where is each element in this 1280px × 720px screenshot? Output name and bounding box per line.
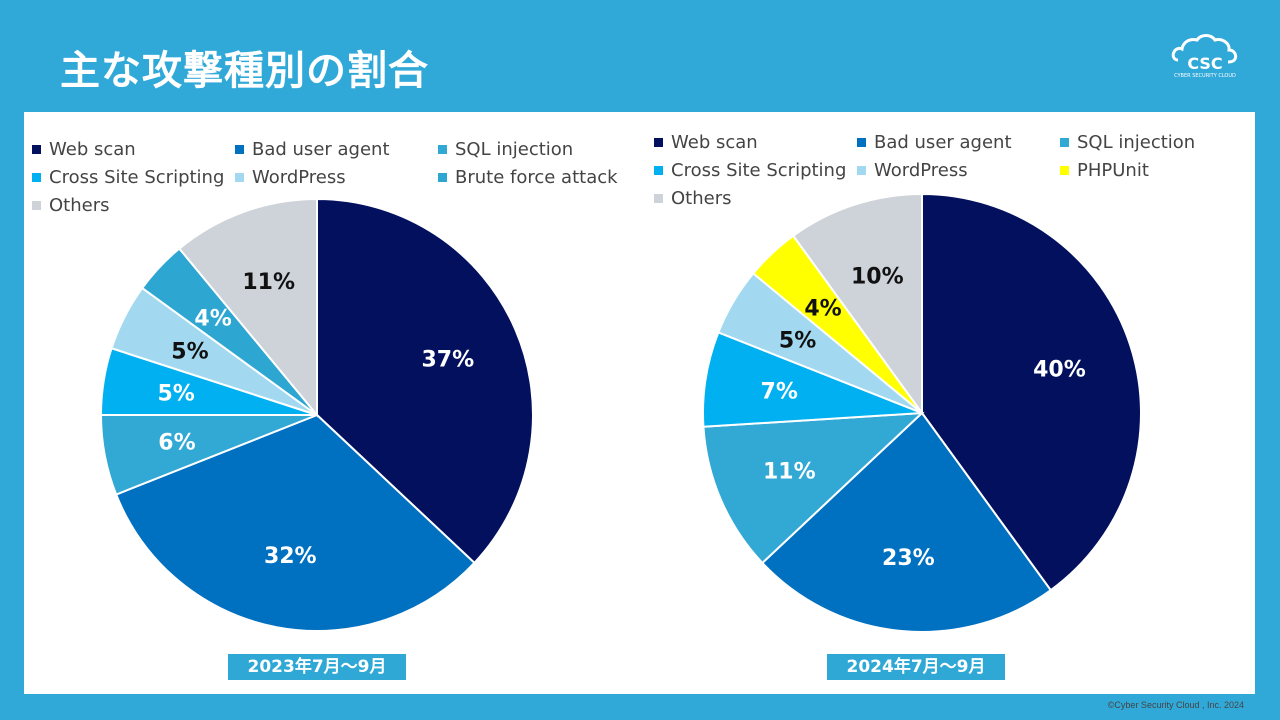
legend-label: Bad user agent: [874, 131, 1012, 153]
legend-2023: Web scan Bad user agent SQL injection Cross…: [32, 138, 648, 216]
legend-2024: Web scan Bad user agent SQL injection Cross…: [654, 131, 1270, 209]
legend-swatch: [32, 200, 41, 210]
logo-text: CSC: [1187, 54, 1222, 73]
page-title: 主な攻撃種別の割合: [60, 48, 429, 94]
legend-label: WordPress: [252, 166, 346, 188]
data-label-cross-site-scripting: 7%: [761, 379, 798, 404]
period-label-2024: 2024年7月～9月: [827, 654, 1005, 680]
legend-label: Others: [49, 194, 110, 216]
data-label-bad-user-agent: 23%: [882, 546, 935, 571]
legend-item: Web scan: [654, 131, 857, 153]
pie-slice-sql-injection: [702, 411, 925, 565]
legend-item: Brute force attack: [438, 166, 648, 188]
legend-item: Cross Site Scripting: [654, 159, 857, 181]
data-label-others: 11%: [242, 270, 295, 295]
legend-item: WordPress: [235, 166, 438, 188]
legend-label: Web scan: [49, 138, 136, 160]
data-label-cross-site-scripting: 5%: [158, 382, 195, 407]
legend-item: Bad user agent: [857, 131, 1060, 153]
data-label-bad-user-agent: 32%: [264, 544, 317, 569]
pie-slice-others: [791, 192, 923, 417]
legend-swatch: [32, 144, 41, 154]
data-label-wordpress: 5%: [779, 328, 816, 353]
legend-swatch: [438, 144, 447, 154]
logo-subtext: CYBER SECURITY CLOUD: [1174, 73, 1236, 79]
data-label-brute-force-attack: 4%: [194, 306, 231, 331]
legend-swatch: [654, 165, 663, 175]
legend-swatch: [235, 172, 244, 182]
legend-item: Bad user agent: [235, 138, 438, 160]
legend-swatch: [654, 193, 663, 203]
legend-swatch: [1060, 137, 1069, 147]
chart-panel: 37% 32% 6% 5% 5% 4% 11% 40% 23% 11% 7% 5% 4% 10% Web …: [24, 112, 1255, 694]
data-label-sql-injection: 6%: [158, 431, 195, 456]
footer-copyright: ©Cyber Security Cloud , Inc. 2024: [1107, 700, 1244, 710]
legend-label: Web scan: [671, 131, 758, 153]
legend-item: Cross Site Scripting: [32, 166, 235, 188]
period-label-2023: 2023年7月～9月: [228, 654, 406, 680]
pie-slice-others: [177, 197, 318, 418]
data-label-wordpress: 5%: [171, 339, 208, 364]
legend-label: Cross Site Scripting: [671, 159, 847, 181]
pie-charts-svg: 37% 32% 6% 5% 5% 4% 11% 40% 23% 11% 7% 5% 4% 10%: [99, 192, 1142, 633]
data-label-phpunit: 4%: [804, 297, 841, 322]
legend-label: WordPress: [874, 159, 968, 181]
legend-swatch: [857, 137, 866, 147]
cloud-icon: [1171, 34, 1238, 64]
data-label-web-scan: 40%: [1033, 357, 1086, 382]
legend-label: Bad user agent: [252, 138, 390, 160]
legend-swatch: [235, 144, 244, 154]
pie-chart-1: 40% 23% 11% 7% 5% 4% 10%: [702, 192, 1142, 633]
data-label-sql-injection: 11%: [763, 459, 816, 484]
legend-item: Web scan: [32, 138, 235, 160]
data-label-web-scan: 37%: [421, 347, 474, 372]
legend-swatch: [32, 172, 41, 182]
legend-label: SQL injection: [1077, 131, 1196, 153]
data-label-others: 10%: [851, 265, 904, 290]
legend-item: Others: [32, 194, 235, 216]
legend-item: SQL injection: [438, 138, 648, 160]
csc-logo: CSC CYBER SECURITY CLOUD: [1171, 34, 1238, 79]
legend-swatch: [857, 165, 866, 175]
legend-swatch: [438, 172, 447, 182]
pie-slice-web-scan: [921, 192, 1142, 592]
pie-slice-bad-user-agent: [760, 411, 1053, 633]
legend-item: Others: [654, 187, 857, 209]
legend-label: SQL injection: [455, 138, 574, 160]
pie-slice-web-scan: [316, 197, 534, 565]
legend-label: Brute force attack: [455, 166, 618, 188]
pie-chart-0: 37% 32% 6% 5% 5% 4% 11%: [99, 197, 534, 632]
pie-slice-bad-user-agent: [114, 413, 476, 632]
legend-label: Cross Site Scripting: [49, 166, 225, 188]
legend-item: WordPress: [857, 159, 1060, 181]
legend-item: SQL injection: [1060, 131, 1270, 153]
legend-label: Others: [671, 187, 732, 209]
legend-item: PHPUnit: [1060, 159, 1270, 181]
legend-swatch: [1060, 165, 1069, 175]
legend-swatch: [654, 137, 663, 147]
legend-label: PHPUnit: [1077, 159, 1149, 181]
